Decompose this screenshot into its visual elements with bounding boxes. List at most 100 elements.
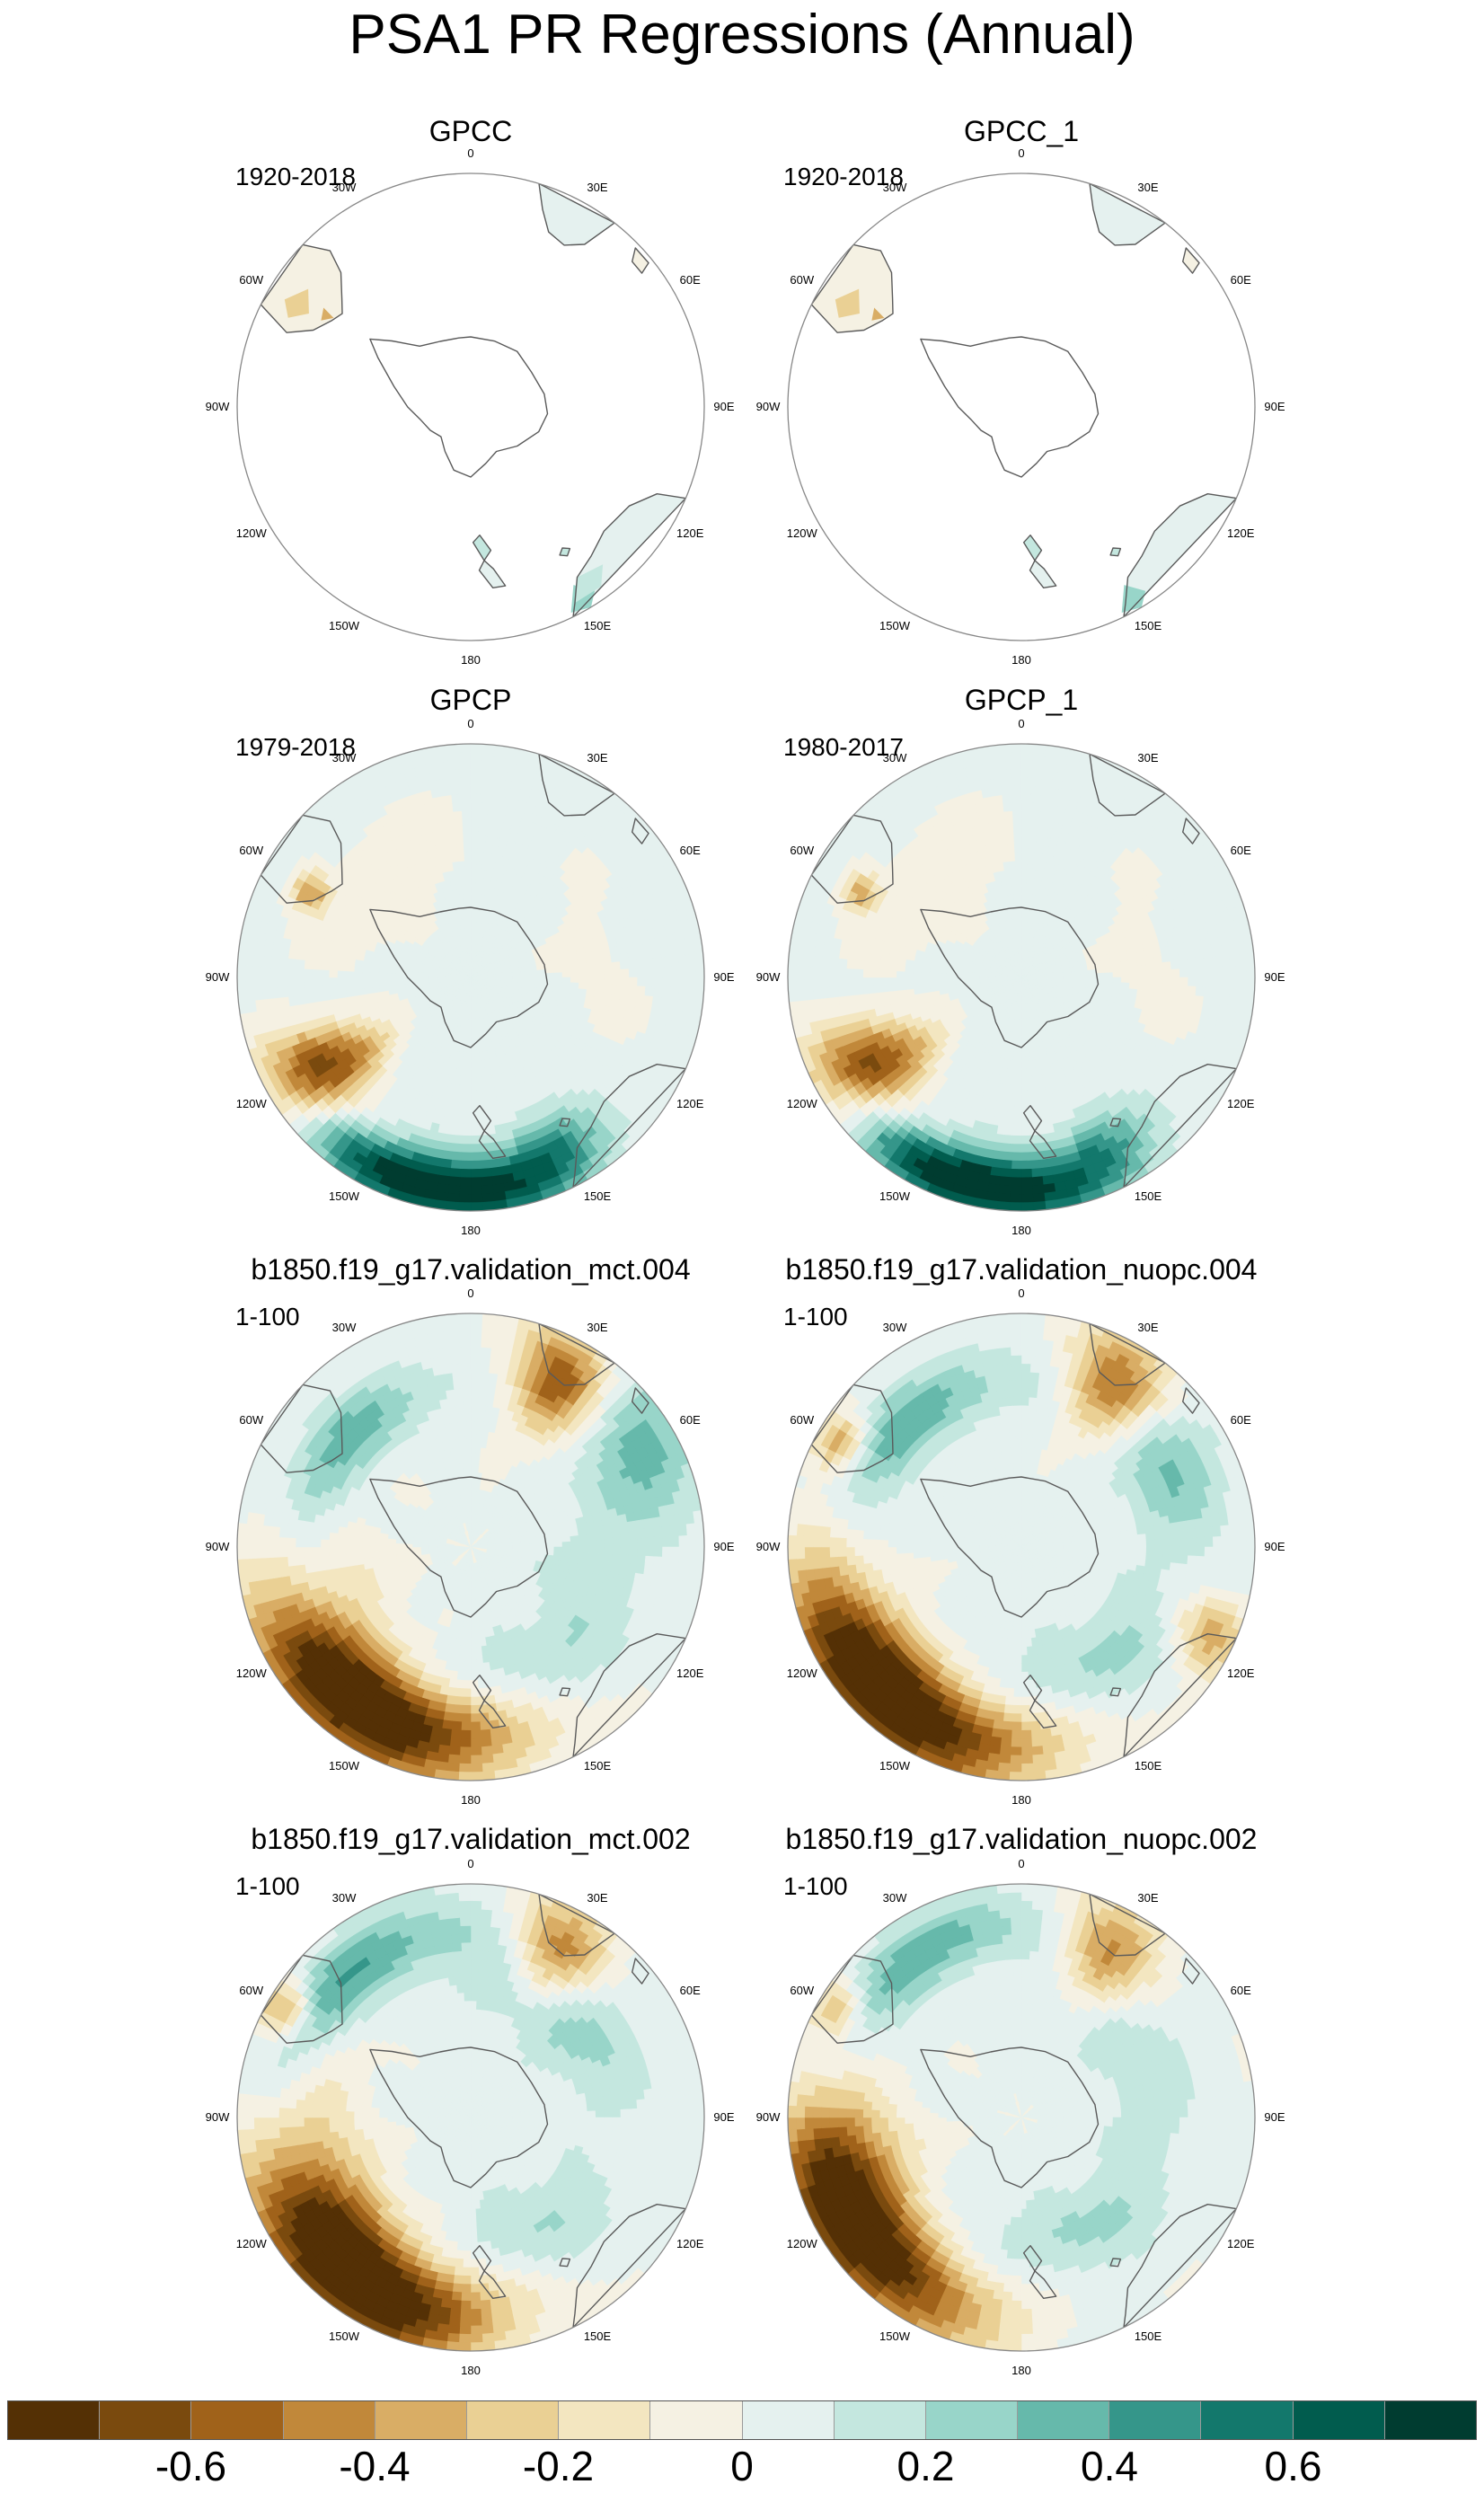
colorbar-box <box>1109 2401 1202 2439</box>
longitude-label: 150W <box>877 1190 913 1202</box>
panel-period: 1920-2018 <box>235 164 356 190</box>
colorbar-box <box>283 2401 375 2439</box>
colorbar-box <box>742 2401 835 2439</box>
panel-title: b1850.f19_g17.validation_mct.004 <box>111 1255 830 1284</box>
panel-title: b1850.f19_g17.validation_nuopc.004 <box>662 1255 1381 1284</box>
longitude-label: 120E <box>672 1098 708 1109</box>
longitude-label: 90W <box>199 2111 235 2123</box>
longitude-label: 60E <box>672 274 708 286</box>
longitude-label: 30W <box>877 1322 913 1333</box>
colorbar-tick-label: -0.4 <box>321 2445 428 2487</box>
longitude-label: 60W <box>234 1414 269 1426</box>
map-panel-mct2 <box>236 1883 705 2352</box>
panel-period: 1980-2017 <box>783 735 904 760</box>
panel-period: 1-100 <box>235 1874 300 1899</box>
longitude-label: 0 <box>1003 1858 1039 1870</box>
longitude-label: 180 <box>453 654 489 666</box>
longitude-label: 30E <box>579 1322 615 1333</box>
longitude-label: 120E <box>672 1667 708 1679</box>
longitude-label: 90E <box>1257 2111 1293 2123</box>
longitude-label: 60W <box>784 1985 820 1996</box>
longitude-label: 30E <box>1130 181 1166 193</box>
panel-period: 1979-2018 <box>235 735 356 760</box>
longitude-label: 120W <box>234 1667 269 1679</box>
longitude-label: 150W <box>877 1760 913 1772</box>
longitude-label: 90E <box>1257 401 1293 412</box>
colorbar-tick-label: 0.4 <box>1056 2445 1163 2487</box>
colorbar-tick-label: 0 <box>688 2445 796 2487</box>
map-panel-gpcc1 <box>787 172 1256 641</box>
longitude-label: 60W <box>784 274 820 286</box>
longitude-label: 30W <box>877 752 913 764</box>
longitude-label: 60E <box>672 844 708 856</box>
longitude-label: 120W <box>234 527 269 539</box>
longitude-label: 120E <box>1223 527 1259 539</box>
longitude-label: 150E <box>1130 2330 1166 2342</box>
longitude-label: 120E <box>1223 1098 1259 1109</box>
longitude-label: 90W <box>199 401 235 412</box>
colorbar-box <box>925 2401 1019 2439</box>
colorbar-box <box>375 2401 467 2439</box>
longitude-label: 60W <box>234 274 269 286</box>
colorbar-tick-label: -0.6 <box>137 2445 245 2487</box>
map-panel-gpcc <box>236 172 705 641</box>
longitude-label: 60E <box>672 1414 708 1426</box>
map-panel-nuopc4 <box>787 1313 1256 1781</box>
longitude-label: 180 <box>453 1794 489 1806</box>
longitude-label: 120W <box>234 1098 269 1109</box>
longitude-label: 0 <box>453 1858 489 1870</box>
longitude-label: 90E <box>706 971 742 983</box>
longitude-label: 90E <box>1257 1541 1293 1552</box>
longitude-label: 90W <box>750 401 786 412</box>
longitude-label: 60E <box>1223 844 1259 856</box>
panel-title: b1850.f19_g17.validation_nuopc.002 <box>662 1825 1381 1853</box>
panel-title: b1850.f19_g17.validation_mct.002 <box>111 1825 830 1853</box>
longitude-label: 0 <box>453 1287 489 1299</box>
colorbar-box <box>1384 2401 1476 2439</box>
longitude-label: 150E <box>579 1760 615 1772</box>
colorbar-box <box>1201 2401 1294 2439</box>
longitude-label: 30E <box>1130 1892 1166 1904</box>
longitude-label: 180 <box>1003 1224 1039 1236</box>
longitude-label: 150E <box>579 1190 615 1202</box>
longitude-label: 150W <box>877 2330 913 2342</box>
longitude-label: 150W <box>326 1190 362 1202</box>
longitude-label: 0 <box>1003 147 1039 159</box>
longitude-label: 120E <box>672 2238 708 2250</box>
longitude-label: 180 <box>453 2365 489 2376</box>
longitude-label: 150W <box>326 620 362 632</box>
longitude-label: 30W <box>326 752 362 764</box>
longitude-label: 0 <box>1003 718 1039 729</box>
longitude-label: 90W <box>199 971 235 983</box>
colorbar-box <box>100 2401 192 2439</box>
longitude-label: 180 <box>1003 2365 1039 2376</box>
panel-title: GPCP_1 <box>662 685 1381 714</box>
longitude-label: 30W <box>326 1322 362 1333</box>
longitude-label: 90E <box>706 1541 742 1552</box>
colorbar-tick-label: 0.6 <box>1240 2445 1347 2487</box>
longitude-label: 180 <box>453 1224 489 1236</box>
longitude-label: 120E <box>1223 1667 1259 1679</box>
longitude-label: 30E <box>579 752 615 764</box>
longitude-label: 120E <box>1223 2238 1259 2250</box>
longitude-label: 30W <box>326 1892 362 1904</box>
colorbar-box <box>191 2401 284 2439</box>
colorbar <box>7 2400 1477 2440</box>
longitude-label: 150W <box>326 1760 362 1772</box>
panel-period: 1-100 <box>783 1304 848 1330</box>
colorbar-box <box>8 2401 101 2439</box>
longitude-label: 120W <box>784 2238 820 2250</box>
longitude-label: 90W <box>750 2111 786 2123</box>
longitude-label: 90E <box>706 2111 742 2123</box>
longitude-label: 90E <box>1257 971 1293 983</box>
longitude-label: 30E <box>1130 752 1166 764</box>
longitude-label: 0 <box>1003 1287 1039 1299</box>
longitude-label: 30W <box>326 181 362 193</box>
colorbar-box <box>834 2401 926 2439</box>
colorbar-box <box>466 2401 560 2439</box>
longitude-label: 30W <box>877 1892 913 1904</box>
longitude-label: 0 <box>453 718 489 729</box>
panel-title: GPCP <box>111 685 830 714</box>
panel-title: GPCC <box>111 117 830 146</box>
